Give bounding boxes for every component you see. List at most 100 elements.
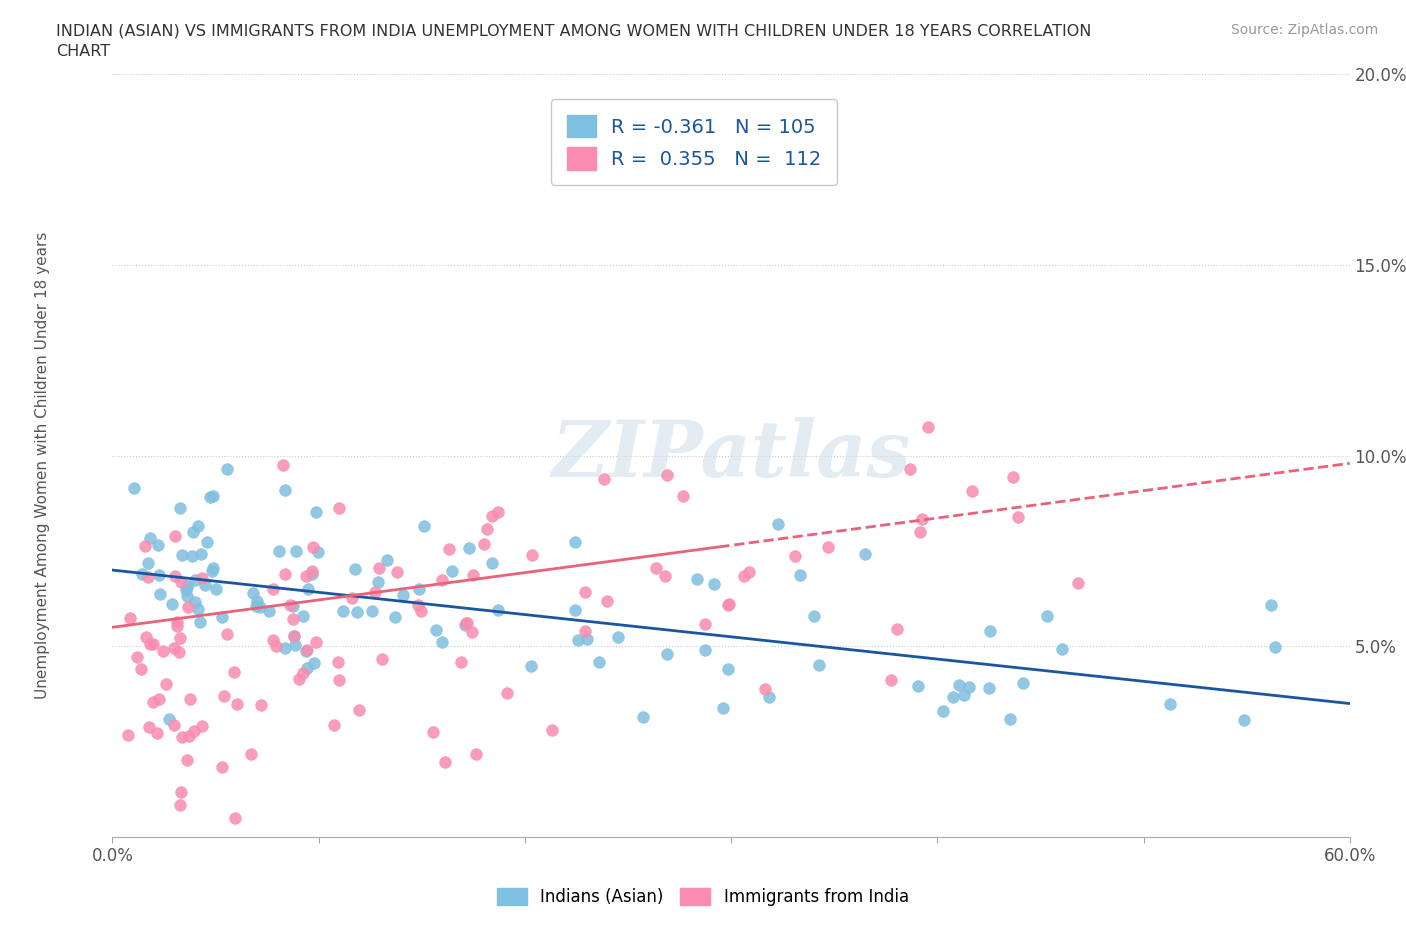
Point	[190, 570, 212, 585]
Point	[181, 549, 204, 564]
Point	[803, 609, 825, 624]
Point	[163, 529, 186, 544]
Point	[437, 541, 460, 556]
Point	[148, 692, 170, 707]
Point	[574, 584, 596, 599]
Point	[575, 631, 598, 646]
Point	[461, 567, 484, 582]
Point	[853, 546, 876, 561]
Point	[177, 728, 200, 743]
Point	[139, 636, 162, 651]
Point	[384, 609, 406, 624]
Legend: R = -0.361   N = 105, R =  0.355   N =  112: R = -0.361 N = 105, R = 0.355 N = 112	[551, 100, 837, 185]
Point	[486, 505, 509, 520]
Point	[406, 597, 429, 612]
Point	[654, 568, 676, 583]
Point	[703, 577, 725, 591]
Point	[285, 543, 308, 558]
Point	[187, 601, 209, 616]
Point	[655, 647, 678, 662]
Point	[163, 568, 186, 583]
Point	[1050, 642, 1073, 657]
Point	[1067, 575, 1090, 590]
Point	[953, 687, 976, 702]
Point	[305, 634, 328, 649]
Point	[155, 676, 177, 691]
Point	[195, 535, 218, 550]
Point	[284, 638, 307, 653]
Point	[217, 626, 239, 641]
Point	[292, 666, 315, 681]
Point	[907, 678, 929, 693]
Point	[125, 650, 148, 665]
Point	[267, 543, 290, 558]
Point	[169, 500, 191, 515]
Point	[1012, 675, 1035, 690]
Point	[880, 673, 903, 688]
Point	[149, 587, 172, 602]
Point	[457, 541, 479, 556]
Point	[481, 556, 503, 571]
Point	[979, 624, 1001, 639]
Point	[166, 618, 188, 633]
Point	[146, 538, 169, 553]
Point	[477, 522, 499, 537]
Point	[283, 628, 305, 643]
Point	[278, 598, 301, 613]
Point	[464, 747, 486, 762]
Point	[176, 589, 198, 604]
Point	[717, 598, 740, 613]
Point	[302, 656, 325, 671]
Point	[201, 489, 224, 504]
Point	[368, 561, 391, 576]
Point	[908, 525, 931, 539]
Point	[430, 572, 453, 587]
Point	[441, 564, 464, 578]
Point	[645, 561, 668, 576]
Point	[163, 641, 186, 656]
Point	[387, 565, 409, 579]
Point	[134, 538, 156, 553]
Point	[328, 500, 350, 515]
Point	[911, 512, 934, 527]
Point	[142, 636, 165, 651]
Point	[693, 642, 716, 657]
Point	[198, 489, 221, 504]
Point	[347, 703, 370, 718]
Point	[783, 548, 806, 563]
Point	[211, 610, 233, 625]
Point	[295, 660, 318, 675]
Point	[307, 544, 329, 559]
Point	[425, 622, 447, 637]
Point	[226, 697, 249, 711]
Point	[163, 717, 186, 732]
Point	[176, 579, 198, 594]
Point	[754, 681, 776, 696]
Point	[301, 567, 323, 582]
Point	[160, 596, 183, 611]
Point	[454, 618, 477, 632]
Point	[169, 631, 191, 645]
Point	[215, 461, 238, 476]
Point	[344, 562, 367, 577]
Point	[242, 586, 264, 601]
Point	[807, 658, 830, 672]
Point	[685, 571, 707, 586]
Point	[131, 566, 153, 581]
Point	[375, 552, 398, 567]
Point	[170, 784, 193, 799]
Point	[412, 518, 434, 533]
Point	[758, 690, 780, 705]
Point	[262, 582, 284, 597]
Point	[292, 609, 315, 624]
Point	[249, 600, 271, 615]
Point	[367, 574, 389, 589]
Point	[179, 692, 201, 707]
Point	[136, 556, 159, 571]
Point	[120, 610, 142, 625]
Point	[917, 419, 939, 434]
Point	[138, 720, 160, 735]
Point	[166, 615, 188, 630]
Point	[450, 655, 472, 670]
Point	[188, 615, 211, 630]
